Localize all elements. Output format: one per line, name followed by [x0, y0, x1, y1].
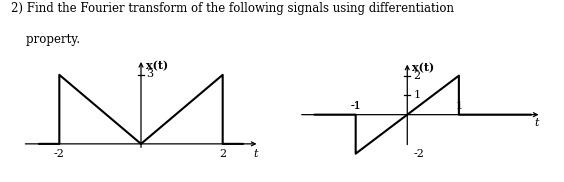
- Text: t: t: [253, 149, 257, 159]
- Text: -2: -2: [54, 149, 65, 159]
- Text: 1: 1: [455, 101, 462, 111]
- Text: 3: 3: [146, 69, 153, 79]
- Text: 2: 2: [219, 149, 226, 159]
- Text: -2: -2: [413, 149, 424, 159]
- Text: t: t: [534, 118, 539, 128]
- Text: 2: 2: [413, 71, 421, 81]
- Text: x(t): x(t): [412, 62, 435, 73]
- Text: property.: property.: [11, 33, 81, 46]
- Text: -1: -1: [350, 101, 361, 111]
- Text: 1: 1: [413, 90, 421, 100]
- Text: 2) Find the Fourier transform of the following signals using differentiation: 2) Find the Fourier transform of the fol…: [11, 2, 454, 15]
- Text: -1: -1: [350, 101, 361, 111]
- Text: x(t): x(t): [146, 60, 169, 71]
